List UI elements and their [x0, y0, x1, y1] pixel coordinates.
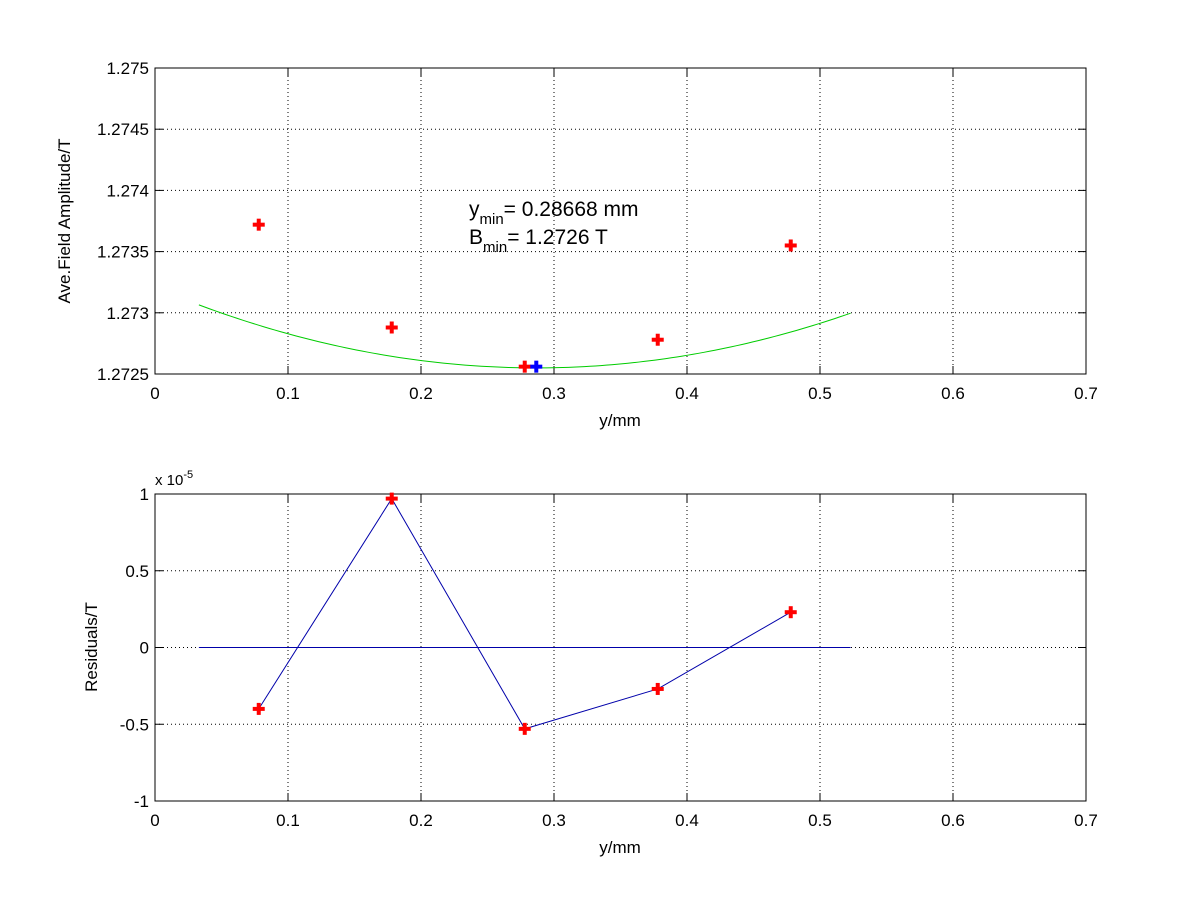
- minimum-point-marker: [530, 360, 543, 373]
- fit-y-tick-label: 1.2725: [97, 365, 149, 384]
- fit-x-tick-label: 0.7: [1074, 384, 1098, 403]
- residuals-marks: [198, 492, 851, 735]
- residuals-x-tick-label: 0.1: [276, 811, 300, 830]
- annotation-ymin: ymin= 0.28668 mm: [469, 198, 639, 228]
- residual-point-marker: [385, 492, 398, 505]
- data-point-marker: [518, 360, 531, 373]
- fit-grid: [155, 68, 1086, 374]
- annotation-bmin-symbol: B: [469, 226, 483, 249]
- annotation-bmin: Bmin= 1.2726 T: [469, 226, 608, 256]
- residual-point-marker: [784, 606, 797, 619]
- residuals-x-tick-label: 0.4: [675, 811, 699, 830]
- scale-label-exponent: -5: [183, 469, 193, 481]
- annotation-ymin-subscript: min: [480, 211, 504, 228]
- data-point-marker: [651, 333, 664, 346]
- residuals-x-axis-label: y/mm: [599, 838, 641, 857]
- fit-x-tick-label: 0.4: [675, 384, 699, 403]
- residuals-x-tick-label: 0.2: [409, 811, 433, 830]
- fit-plot-frame: [154, 67, 1087, 375]
- fit-y-tick-label: 1.275: [106, 59, 149, 78]
- residual-point-marker: [651, 682, 664, 695]
- residual-point-marker: [518, 722, 531, 735]
- fit-x-tick-label: 0.6: [941, 384, 965, 403]
- fit-y-axis-label: Ave.Field Amplitude/T: [55, 138, 74, 303]
- residuals-y-tick-label: -1: [134, 792, 149, 811]
- fit-marks: [198, 218, 851, 373]
- fit-y-tick-label: 1.273: [106, 304, 149, 323]
- fit-panel: 0 0.1 0.2 0.3 0.4 0.5 0.6 0.7 1.2725 1.273 1.2735 1…: [55, 59, 1098, 430]
- data-point-marker: [385, 321, 398, 334]
- residuals-y-tick-label: 0: [140, 639, 149, 658]
- fit-x-tick-label: 0.2: [409, 384, 433, 403]
- residuals-y-tick-label: 0.5: [125, 562, 149, 581]
- data-point-marker: [784, 239, 797, 252]
- fit-x-tick-label: 0.5: [808, 384, 832, 403]
- residuals-axis-ticks: 0 0.1 0.2 0.3 0.4 0.5 0.6 0.7 -1 -0.5 0 0.5 1: [120, 485, 1098, 830]
- annotation-bmin-subscript: min: [483, 239, 507, 256]
- fit-x-tick-label: 0.3: [542, 384, 566, 403]
- fit-x-tick-label: 0.1: [276, 384, 300, 403]
- residuals-x-tick-label: 0.5: [808, 811, 832, 830]
- residuals-x-tick-label: 0.6: [941, 811, 965, 830]
- fit-annotation: ymin= 0.28668 mm Bmin= 1.2726 T: [469, 198, 639, 256]
- residuals-y-tick-label: -0.5: [120, 715, 149, 734]
- residuals-scale-label: x 10-5: [155, 469, 193, 489]
- fit-x-tick-label: 0: [150, 384, 159, 403]
- fit-y-tick-label: 1.2735: [97, 243, 149, 262]
- residuals-x-tick-label: 0.3: [542, 811, 566, 830]
- fit-axis-ticks: 0 0.1 0.2 0.3 0.4 0.5 0.6 0.7 1.2725 1.273 1.2735 1…: [97, 59, 1098, 403]
- residuals-panel: 0 0.1 0.2 0.3 0.4 0.5 0.6 0.7 -1 -0.5 0 0.5 1 y/mm R…: [82, 469, 1098, 857]
- residual-point-marker: [252, 702, 265, 715]
- scale-label-base: x 10: [155, 472, 183, 489]
- annotation-bmin-value: = 1.2726 T: [507, 226, 608, 249]
- residuals-y-axis-label: Residuals/T: [82, 602, 101, 692]
- annotation-ymin-value: = 0.28668 mm: [504, 198, 639, 221]
- fit-x-axis-label: y/mm: [599, 411, 641, 430]
- residuals-x-tick-label: 0: [150, 811, 159, 830]
- annotation-ymin-symbol: y: [469, 198, 480, 221]
- fit-y-tick-label: 1.274: [106, 181, 149, 200]
- residuals-y-tick-label: 1: [140, 485, 149, 504]
- data-point-marker: [252, 218, 265, 231]
- fit-y-tick-label: 1.2745: [97, 120, 149, 139]
- residuals-x-tick-label: 0.7: [1074, 811, 1098, 830]
